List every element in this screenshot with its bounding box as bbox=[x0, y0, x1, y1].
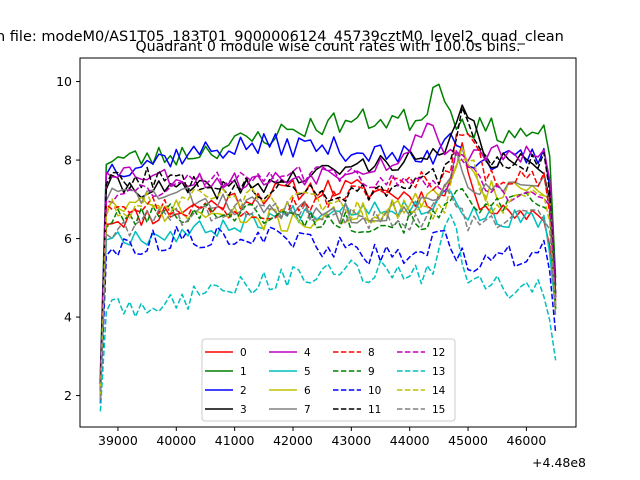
y-tick-label: 10 bbox=[56, 74, 72, 89]
chart-title: Quadrant 0 module wise count rates with … bbox=[135, 39, 520, 55]
series-line-2 bbox=[99, 132, 557, 380]
axes-frame bbox=[79, 57, 577, 428]
plot-area: 39000 40000 41000 42000 43000 44000 45000 46000… bbox=[56, 57, 586, 470]
legend-label-11: 11 bbox=[368, 404, 381, 416]
x-axis: 39000 40000 41000 42000 43000 44000 45000 46000 bbox=[98, 427, 546, 448]
series-line-10 bbox=[99, 226, 557, 404]
x-tick-label: 45000 bbox=[448, 433, 488, 448]
series-line-15 bbox=[99, 183, 557, 400]
y-axis: 2 4 6 8 10 bbox=[56, 74, 80, 403]
y-tick-label: 2 bbox=[64, 388, 72, 403]
legend-label-0: 0 bbox=[240, 347, 247, 359]
x-tick-label: 39000 bbox=[98, 433, 138, 448]
series-line-13 bbox=[99, 213, 557, 412]
legend-label-7: 7 bbox=[304, 404, 311, 416]
figure-suptitle: n file: modeM0/AS1T05_183T01_9000006124_… bbox=[0, 29, 564, 45]
series-line-11 bbox=[99, 106, 557, 384]
legend-label-8: 8 bbox=[368, 347, 375, 359]
series-line-3 bbox=[99, 104, 557, 384]
x-tick-label: 46000 bbox=[507, 433, 547, 448]
legend-label-1: 1 bbox=[240, 366, 247, 378]
legend-label-13: 13 bbox=[432, 366, 445, 378]
y-tick-label: 6 bbox=[64, 231, 72, 246]
x-offset-label: +4.48e8 bbox=[532, 455, 586, 470]
x-tick-label: 43000 bbox=[331, 433, 371, 448]
legend-frame bbox=[201, 338, 456, 422]
x-tick-label: 41000 bbox=[215, 433, 255, 448]
legend-label-9: 9 bbox=[368, 366, 375, 378]
legend-label-14: 14 bbox=[432, 385, 446, 397]
legend-label-10: 10 bbox=[368, 385, 381, 397]
legend-label-4: 4 bbox=[304, 347, 311, 359]
x-tick-label: 40000 bbox=[156, 433, 196, 448]
legend-label-5: 5 bbox=[304, 366, 311, 378]
x-tick-label: 42000 bbox=[273, 433, 313, 448]
y-tick-label: 8 bbox=[64, 153, 72, 168]
legend-label-2: 2 bbox=[240, 385, 247, 397]
series-line-12 bbox=[99, 149, 557, 388]
series-line-7 bbox=[99, 150, 557, 396]
x-tick-label: 44000 bbox=[390, 433, 430, 448]
legend-label-15: 15 bbox=[432, 404, 445, 416]
series-line-0 bbox=[99, 142, 557, 392]
legend-label-12: 12 bbox=[432, 347, 445, 359]
series-layer bbox=[99, 83, 557, 412]
legend-label-3: 3 bbox=[240, 404, 247, 416]
y-tick-label: 4 bbox=[64, 310, 72, 325]
series-line-1 bbox=[99, 83, 557, 373]
legend-label-6: 6 bbox=[304, 385, 311, 397]
